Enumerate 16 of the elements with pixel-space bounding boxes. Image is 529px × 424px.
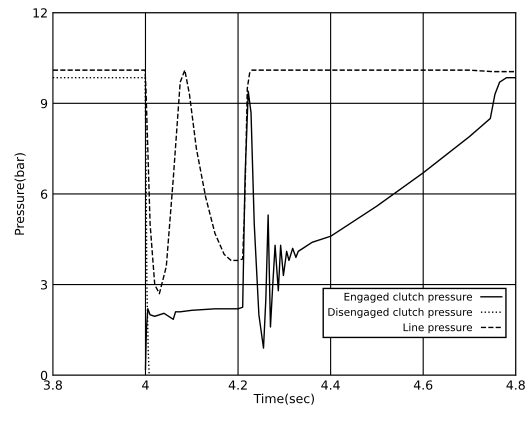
x-tick-label: 4.4	[321, 380, 340, 390]
x-tick-label: 4.2	[228, 380, 247, 390]
y-tick-label: 0	[40, 370, 48, 380]
legend-label: Line pressure	[404, 323, 472, 334]
y-tick-label: 3	[41, 280, 48, 290]
legend-label: Disengaged clutch pressure	[328, 308, 472, 318]
legend-label: Engaged clutch pressure	[344, 292, 472, 303]
x-tick-label: 4.8	[506, 380, 525, 390]
x-tick-label: 3.8	[44, 380, 62, 390]
x-tick-label: 4	[142, 380, 149, 390]
x-tick-label: 4.6	[414, 380, 432, 390]
y-tick-label: 12	[34, 8, 47, 18]
y-axis-title: Pressure(bar)	[14, 153, 26, 235]
y-tick-label: 6	[40, 189, 48, 199]
y-tick-label: 9	[40, 98, 48, 108]
x-axis-title: Time(sec)	[254, 394, 314, 405]
